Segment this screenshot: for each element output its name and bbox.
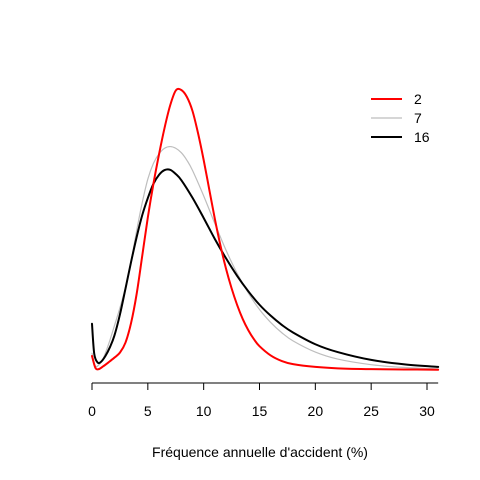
- legend-label-16: 16: [414, 129, 430, 145]
- legend-label-2: 2: [414, 91, 422, 107]
- legend-label-7: 7: [414, 110, 422, 126]
- x-axis-label: Fréquence annuelle d'accident (%): [152, 444, 368, 460]
- x-tick-label-10: 10: [196, 403, 212, 419]
- x-axis: 0 5 10 15 20 25 30: [88, 382, 439, 419]
- plot-area: [91, 87, 440, 371]
- x-tick-label-30: 30: [419, 403, 435, 419]
- x-tick-label-25: 25: [363, 403, 379, 419]
- x-tick-label-15: 15: [252, 403, 268, 419]
- series-line-16: [91, 168, 440, 368]
- series-line-2: [91, 87, 440, 371]
- x-tick-label-0: 0: [88, 403, 96, 419]
- x-tick-label-20: 20: [308, 403, 324, 419]
- x-tick-label-5: 5: [144, 403, 152, 419]
- legend: 2 7 16: [371, 91, 430, 145]
- series-line-7: [91, 145, 439, 370]
